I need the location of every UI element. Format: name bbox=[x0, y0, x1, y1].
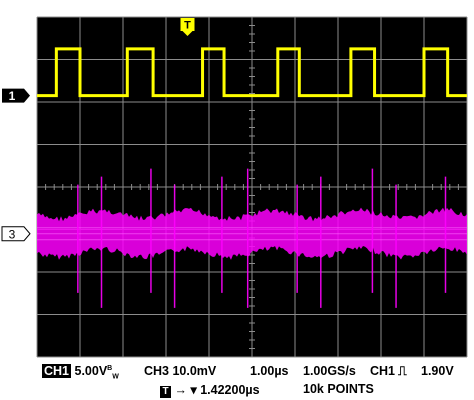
ch1-waveform bbox=[37, 47, 467, 98]
samplerate-readout: 1.00GS/s bbox=[303, 364, 356, 378]
ch3-marker bbox=[1, 226, 31, 242]
trigger-position: 1.42200µs bbox=[200, 383, 260, 397]
trigger-level: 1.90V bbox=[421, 364, 454, 378]
timebase-readout: 1.00µs bbox=[250, 364, 289, 378]
bw-label: B bbox=[107, 364, 113, 372]
trigger-source: CH1 bbox=[370, 364, 396, 378]
trigger-position-icon: T bbox=[160, 386, 171, 398]
ch1-trace bbox=[37, 47, 467, 98]
ch1-marker-label: 1 bbox=[9, 89, 16, 103]
arrow-icon: → ▾ bbox=[174, 383, 197, 397]
trigger-marker bbox=[180, 18, 195, 31]
ch3-scale-readout: CH3 10.0mV bbox=[144, 364, 217, 378]
readout-bar: CH1 5.00VBW CH3 10.0mV 1.00µs 1.00GS/s C… bbox=[0, 360, 474, 400]
bw-label-2: W bbox=[112, 373, 119, 381]
markers: 1 3 T bbox=[1, 18, 195, 242]
trigger-position-readout: T → ▾ 1.42200µs bbox=[160, 382, 260, 398]
trigger-marker-label: T bbox=[184, 20, 191, 32]
record-length: 10k POINTS bbox=[303, 382, 374, 396]
ch1-tag: CH1 bbox=[42, 364, 72, 378]
trigger-marker-arrow bbox=[182, 31, 193, 36]
ch1-marker bbox=[2, 88, 30, 103]
trigger-slope-icon: ⎍ bbox=[398, 364, 407, 378]
oscilloscope-screen: 1 3 T bbox=[1, 16, 468, 358]
ch3-marker-label: 3 bbox=[9, 227, 16, 241]
ch1-scale: 5.00V bbox=[74, 364, 108, 378]
ch3-trace bbox=[37, 168, 467, 308]
ch1-scale-readout: CH1 5.00VBW bbox=[42, 364, 119, 381]
